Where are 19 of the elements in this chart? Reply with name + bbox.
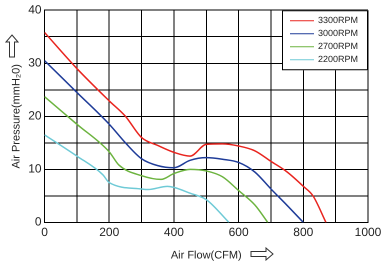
x-tick-label: 400 <box>164 224 184 239</box>
line-series <box>44 60 304 222</box>
line-series <box>44 96 268 222</box>
y-tick-label: 0 <box>34 214 42 229</box>
x-tick-label: 800 <box>293 224 314 239</box>
y-tick-label: 40 <box>28 2 42 17</box>
legend-label: 3000RPM <box>318 28 358 38</box>
legend-label: 2700RPM <box>318 41 358 52</box>
legend-label: 3300RPM <box>318 15 358 26</box>
y-axis-title: Air Pressure(mmH₂0) <box>10 64 23 169</box>
legend-label: 2200RPM <box>318 54 358 64</box>
y-tick-label: 30 <box>28 56 42 70</box>
x-axis-title: Air Flow(CFM) <box>170 249 242 262</box>
line-series <box>44 134 230 222</box>
x-tick-label: 600 <box>228 224 249 239</box>
x-tick-label: 1000 <box>354 224 382 239</box>
x-tick-label: 200 <box>99 224 120 239</box>
y-tick-label: 20 <box>28 108 42 123</box>
y-tick-label: 10 <box>28 162 42 176</box>
